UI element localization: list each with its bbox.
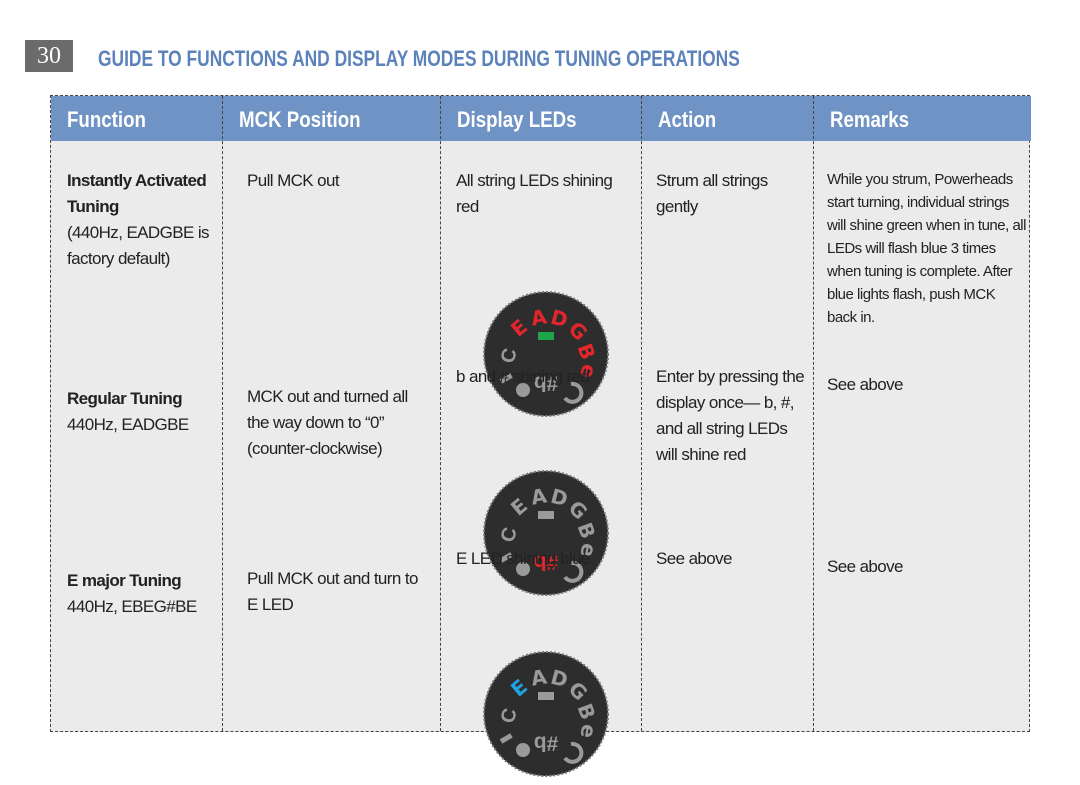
remarks: See above [827, 375, 903, 394]
dial-icon [563, 381, 584, 404]
dial-mark [499, 552, 513, 563]
column-header-text: MCK Position [239, 107, 361, 132]
column-header-text: Display LEDs [457, 107, 577, 132]
center-led [538, 332, 554, 340]
column-header-text: Function [67, 107, 146, 132]
column-divider [813, 96, 814, 731]
remarks: See above [827, 557, 903, 576]
page-number: 30 [25, 40, 73, 72]
dial-mark [499, 733, 513, 744]
dial-mark [499, 373, 513, 384]
dial-letter: A [529, 304, 549, 330]
mck-position: MCK out and turned all the way down to “… [247, 387, 408, 458]
dial-letter: e [575, 541, 601, 559]
action: Enter by pressing the display once— b, #… [656, 367, 805, 464]
function-name: E major Tuning [67, 571, 182, 590]
function-cell: Regular Tuning 440Hz, EADGBE [67, 386, 217, 438]
display-leds: E LED shining blue [456, 549, 590, 568]
dial-letter: D [548, 484, 570, 511]
function-detail: 440Hz, EADGBE [67, 415, 189, 434]
display-leds: b and # shining red [456, 367, 590, 386]
function-cell: E major Tuning 440Hz, EBEG#BE [67, 568, 217, 620]
dial-letter: A [529, 483, 549, 509]
dial-icon [563, 741, 584, 764]
mck-position: Pull MCK out [247, 171, 340, 190]
column-divider [440, 96, 441, 731]
center-led [538, 511, 554, 519]
dial-letter: C [497, 706, 522, 726]
function-detail: (440Hz, EADGBE is factory default) [67, 223, 210, 268]
remarks: While you strum, Powerheads start turnin… [827, 171, 1026, 326]
mck-position: Pull MCK out and turn to E LED [247, 569, 418, 614]
action: See above [656, 549, 732, 568]
function-name: Regular Tuning [67, 389, 183, 408]
column-header: Display LEDs [441, 96, 642, 141]
dial-icon [516, 562, 530, 576]
display-leds: All string LEDs shining red [456, 171, 613, 216]
column-header: Function [51, 96, 223, 141]
page-title: GUIDE TO FUNCTIONS AND DISPLAY MODES DUR… [98, 46, 740, 71]
dial-letter: C [497, 346, 522, 366]
column-header-text: Remarks [830, 107, 910, 132]
dial-icon [563, 560, 584, 583]
center-led [538, 692, 554, 700]
dial-symbols: #b [534, 371, 559, 394]
column-header: Remarks [814, 96, 1031, 141]
column-divider [641, 96, 642, 731]
column-header-text: Action [658, 107, 717, 132]
column-divider [222, 96, 223, 731]
dial-icon [516, 743, 530, 757]
column-header: Action [642, 96, 814, 141]
table: Function MCK Position Display LEDs Action Re… [50, 95, 1031, 777]
action: Strum all strings gently [656, 171, 768, 216]
function-name: Instantly Activated Tuning [67, 171, 207, 216]
dial-symbols: #b [534, 731, 559, 754]
dial-letter: D [548, 665, 570, 692]
dial-letter: e [575, 362, 601, 380]
dial-symbols: #b [534, 550, 559, 573]
function-cell: Instantly Activated Tuning (440Hz, EADGBE… [67, 168, 217, 272]
dial-letter: D [548, 305, 570, 332]
function-detail: 440Hz, EBEG#BE [67, 597, 197, 616]
column-header: MCK Position [223, 96, 441, 141]
dial-letter: C [497, 525, 522, 545]
dial-icon [516, 383, 530, 397]
dial-letter: A [529, 664, 549, 690]
dial-letter: e [575, 722, 601, 740]
